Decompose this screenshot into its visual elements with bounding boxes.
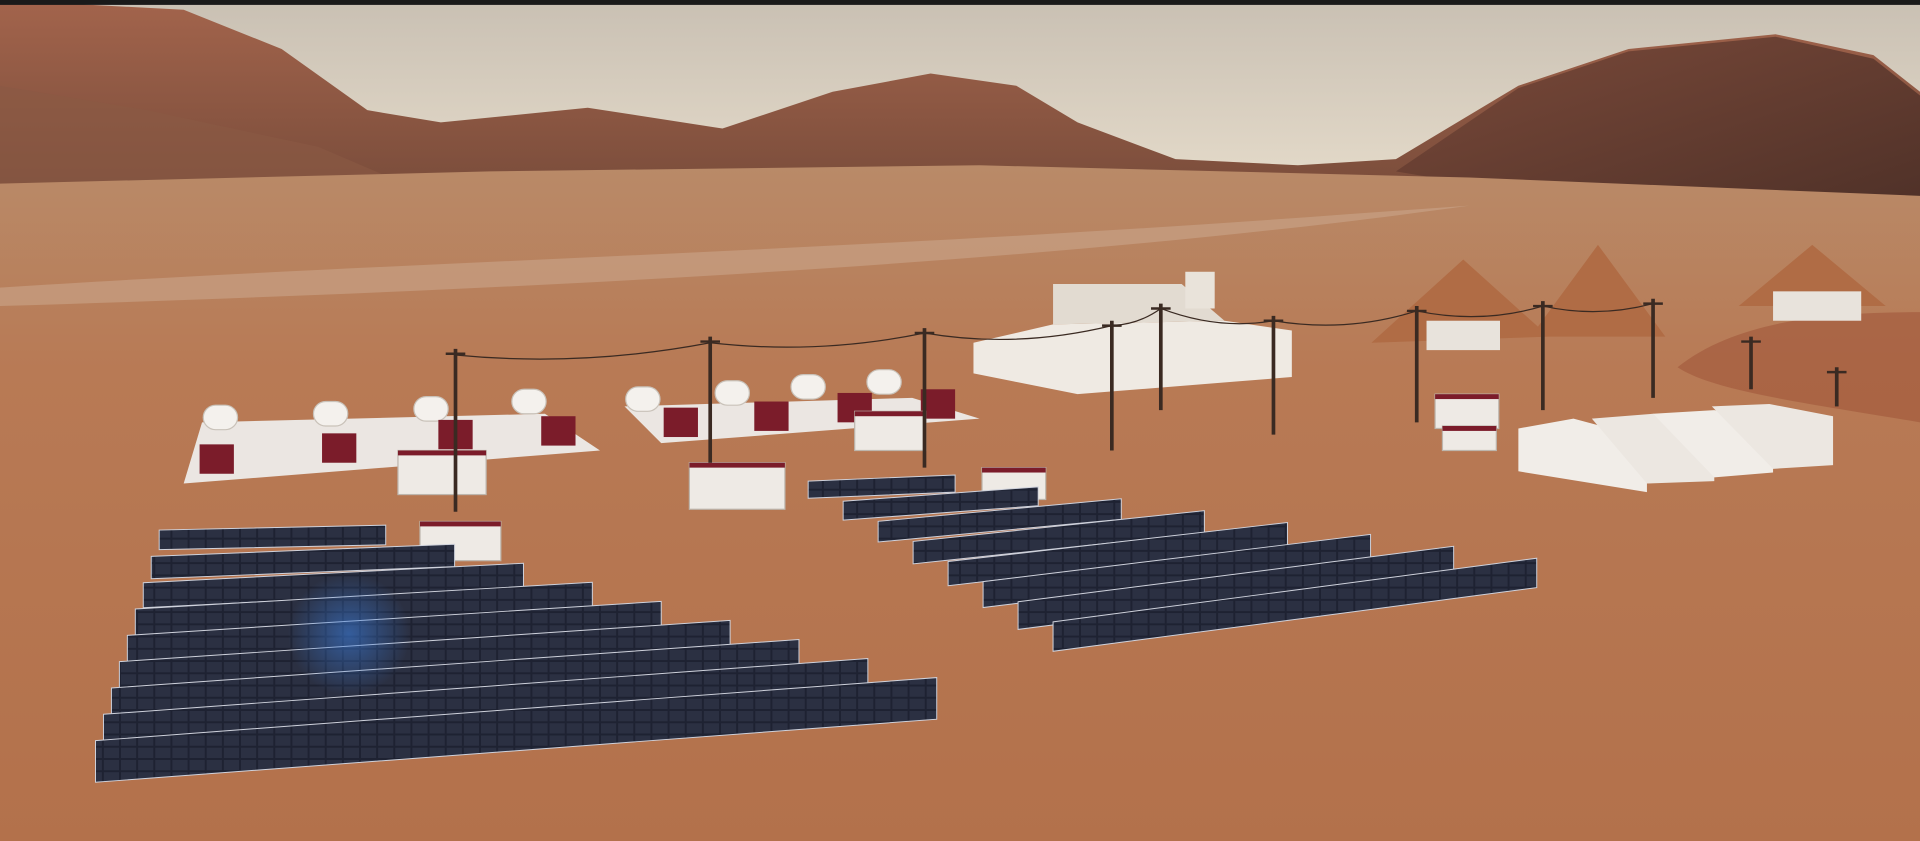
tank	[312, 400, 349, 427]
truck	[1426, 320, 1500, 351]
container	[1711, 403, 1834, 469]
inverter-stripe	[420, 521, 501, 527]
solar-row	[158, 524, 387, 551]
building	[973, 320, 1292, 395]
inverter	[688, 462, 786, 510]
equipment	[199, 291, 1862, 562]
solar-row	[95, 677, 938, 783]
inverter-stripe	[854, 411, 926, 417]
solar-arrays	[95, 474, 1538, 783]
mountain-right	[1395, 36, 1920, 209]
inverter	[419, 520, 502, 562]
building-roof	[1053, 284, 1225, 325]
tank	[714, 380, 751, 406]
inverter-stripe	[689, 462, 785, 468]
generator	[754, 401, 789, 431]
ore-piles	[1371, 244, 1886, 343]
road	[0, 205, 1470, 307]
inverter	[397, 449, 487, 496]
solar-row	[807, 474, 956, 499]
inverter-stripe	[1435, 394, 1499, 400]
chimney	[1185, 271, 1215, 309]
inverter-stripe	[982, 467, 1046, 473]
power-lines	[455, 303, 1654, 360]
inverter-stripe	[397, 450, 487, 456]
tank	[511, 388, 547, 415]
generator	[663, 407, 698, 438]
pad	[183, 413, 600, 484]
generator	[541, 416, 576, 446]
tank	[866, 369, 902, 395]
pit	[1677, 312, 1920, 423]
tank	[202, 404, 239, 431]
generator	[322, 433, 357, 463]
tank	[625, 386, 661, 412]
pad	[624, 397, 980, 444]
solar-row	[842, 486, 1039, 521]
tank	[413, 396, 449, 422]
inverter	[1434, 393, 1500, 430]
tank	[790, 373, 826, 400]
truck	[1773, 291, 1862, 321]
lens-flare	[287, 572, 411, 696]
inverter	[854, 410, 927, 452]
containers	[1518, 403, 1834, 493]
top-border	[0, 0, 1920, 5]
generator	[920, 389, 956, 419]
solar-row	[1052, 557, 1538, 652]
generator	[199, 444, 234, 474]
inverter-stripe	[1442, 426, 1497, 431]
